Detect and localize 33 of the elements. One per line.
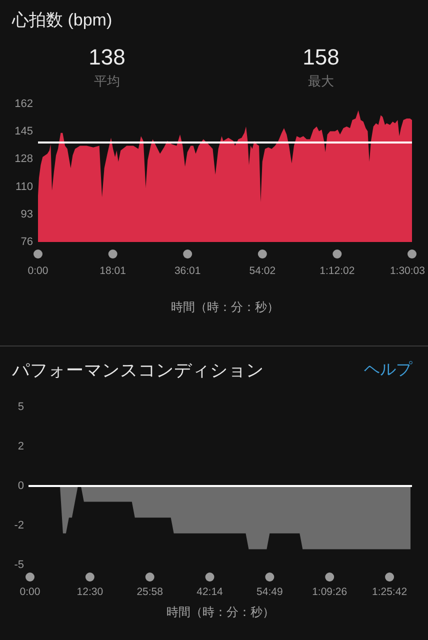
y-tick-label: 2 bbox=[18, 440, 24, 452]
x-axis-title: 時間（時：分：秒） bbox=[171, 300, 279, 314]
x-tick-label: 1:30:03 bbox=[390, 265, 426, 277]
x-tick-label: 0:00 bbox=[28, 265, 48, 277]
y-tick-label: 145 bbox=[14, 126, 33, 138]
text: 138 bbox=[88, 44, 126, 70]
y-tick-label: 93 bbox=[20, 208, 33, 220]
x-tick-label: 18:01 bbox=[100, 265, 126, 277]
y-tick-label: -5 bbox=[14, 559, 24, 571]
x-tick-label: 1:09:26 bbox=[312, 586, 348, 598]
x-tick-label: 1:12:02 bbox=[320, 265, 355, 277]
y-tick-label: 5 bbox=[18, 401, 24, 413]
text: 最大 bbox=[308, 74, 334, 88]
x-tick-label: 42:14 bbox=[196, 586, 224, 598]
x-axis-title: 時間（時：分：秒） bbox=[166, 605, 274, 619]
y-tick-label: 128 bbox=[14, 153, 33, 166]
x-tick-label: 0:00 bbox=[20, 586, 40, 598]
chart-title: 心拍数 (bpm) bbox=[11, 10, 112, 30]
chart-title: パフォーマンスコンディション bbox=[11, 360, 264, 380]
text: 158 bbox=[302, 44, 340, 70]
text: 平均 bbox=[94, 74, 120, 88]
y-tick-label: 76 bbox=[20, 236, 33, 248]
y-tick-label: 162 bbox=[14, 98, 33, 110]
x-tick-label: 54:49 bbox=[256, 586, 283, 598]
x-tick-label: 12:30 bbox=[76, 586, 104, 598]
x-tick-label: 25:58 bbox=[136, 586, 164, 598]
y-tick-label: 110 bbox=[15, 180, 33, 193]
y-tick-label: 0 bbox=[18, 480, 24, 492]
text: ヘルプ bbox=[364, 360, 413, 378]
x-tick-label: 1:25:42 bbox=[372, 586, 408, 598]
x-tick-label: 36:01 bbox=[174, 265, 201, 277]
x-tick-label: 54:02 bbox=[249, 265, 276, 277]
y-tick-label: -2 bbox=[14, 520, 24, 532]
